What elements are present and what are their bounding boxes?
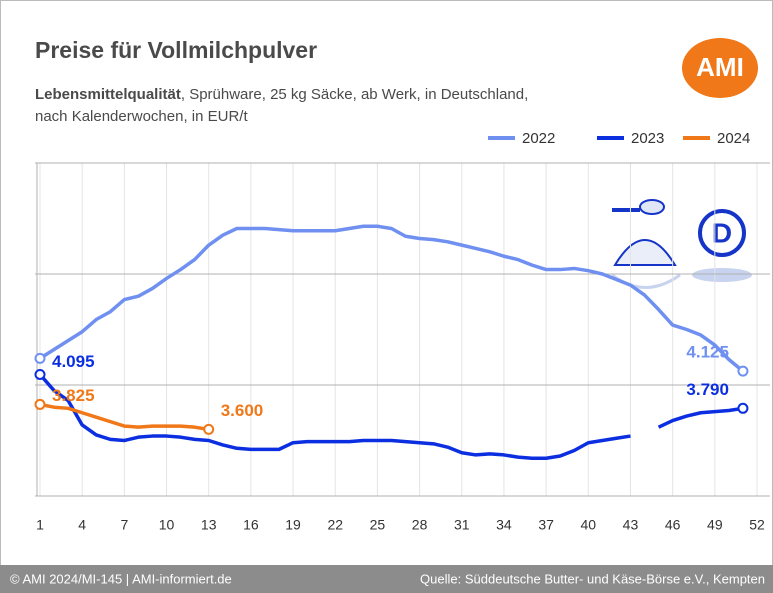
x-tick-label: 22 (327, 517, 343, 533)
subtitle-line: nach Kalenderwochen, in EUR/t (35, 108, 248, 125)
x-tick-label: 4 (78, 517, 86, 533)
x-tick-label: 1 (36, 517, 44, 533)
end-marker (737, 402, 749, 414)
x-tick-label: 46 (665, 517, 681, 533)
series-line (39, 402, 209, 432)
data-label: 3.825 (52, 386, 95, 405)
x-tick-label: 37 (538, 517, 554, 533)
x-tick-label: 31 (454, 517, 470, 533)
x-tick-label: 34 (496, 517, 512, 533)
data-label: 3.790 (686, 380, 729, 399)
data-label: 4.125 (686, 343, 729, 362)
end-marker (737, 365, 749, 377)
x-tick-label: 7 (120, 517, 128, 533)
x-tick-label: 19 (285, 517, 301, 533)
chart-title: Preise für Vollmilchpulver (35, 37, 317, 63)
badge-ring (698, 209, 746, 257)
legend-label: 2023 (631, 130, 664, 147)
footer-right: Quelle: Süddeutsche Butter- und Käse-Bör… (420, 571, 765, 586)
legend-label: 2024 (717, 130, 750, 147)
footer-bar (0, 565, 773, 593)
logo: AMI (696, 52, 744, 82)
x-tick-label: 13 (201, 517, 217, 533)
footer-left: © AMI 2024/MI-145 | AMI-informiert.de (10, 571, 232, 586)
x-tick-label: 25 (370, 517, 386, 533)
x-tick-label: 16 (243, 517, 259, 533)
x-tick-label: 40 (581, 517, 597, 533)
legend-label: 2022 (522, 130, 555, 147)
x-tick-label: 43 (623, 517, 639, 533)
subtitle: Lebensmittelqualität, Sprühware, 25 kg S… (35, 86, 528, 103)
series-line (39, 224, 745, 373)
end-marker (203, 423, 215, 435)
subtitle-bold: Lebensmittelqualität (35, 86, 181, 103)
end-marker (34, 368, 46, 380)
x-tick-label: 49 (707, 517, 723, 533)
x-tick-label: 10 (159, 517, 175, 533)
x-tick-label: 52 (749, 517, 765, 533)
series-line (38, 373, 744, 461)
logo-bg (682, 38, 758, 98)
data-label: 3.600 (221, 401, 264, 420)
subtitle-rest: , Sprühware, 25 kg Säcke, ab Werk, in De… (181, 86, 528, 103)
end-marker (34, 398, 46, 410)
badge-shadow (692, 268, 752, 282)
data-label: 4.095 (52, 352, 95, 371)
plot: 1 4 7 10 13 16 19 22 25 28 31 34 37 40 43 46 49 52 4.125 4.… (34, 130, 770, 533)
badge: D (712, 217, 732, 248)
x-tick-label: 28 (412, 517, 428, 533)
end-marker (34, 352, 46, 364)
